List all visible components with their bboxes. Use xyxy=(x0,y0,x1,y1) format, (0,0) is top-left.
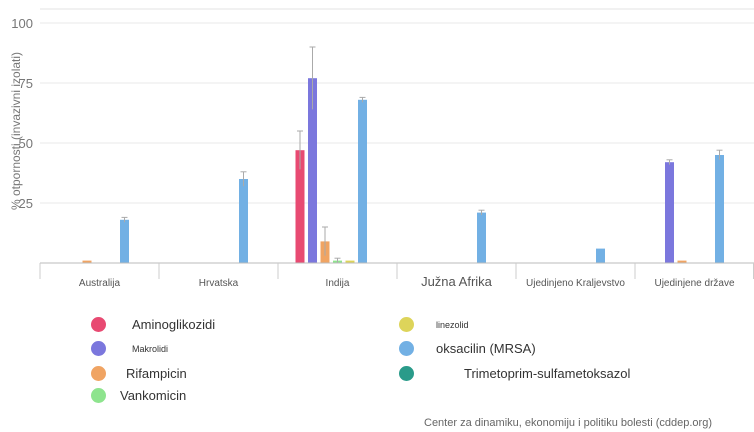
y-tick-label: 100 xyxy=(11,16,33,31)
bar-oksacilin-mrsa--1[interactable] xyxy=(239,179,248,263)
y-tick-label: 50 xyxy=(19,136,33,151)
x-tick-label: Ujedinjeno Kraljevstvo xyxy=(526,278,625,289)
legend-swatch xyxy=(91,317,106,332)
x-tick-label: Ujedinjene države xyxy=(654,278,734,289)
bar-oksacilin-mrsa--2[interactable] xyxy=(358,99,367,263)
legend-swatch xyxy=(399,341,414,356)
bar-rifampicin-5[interactable] xyxy=(677,260,687,263)
legend-item-vankomicin[interactable]: Vankomicin xyxy=(91,388,186,403)
legend-label: Aminoglikozidi xyxy=(132,317,216,332)
bar-makrolidi-2[interactable] xyxy=(308,78,317,263)
legend-label: oksacilin (MRSA) xyxy=(436,341,536,356)
legend-item-oksacilin[interactable]: oksacilin (MRSA) xyxy=(399,341,536,356)
bar-aminoglikozidi-2[interactable] xyxy=(295,150,305,263)
bar-oksacilin-mrsa--3[interactable] xyxy=(477,212,486,263)
legend-label: Vankomicin xyxy=(120,388,187,403)
legend-item-rifampicin[interactable]: Rifampicin xyxy=(91,366,187,381)
bar-oksacilin-mrsa--4[interactable] xyxy=(596,248,605,263)
y-axis-label: % otpornosti (invazivni izolati) xyxy=(9,52,23,210)
x-tick-label: Južna Afrika xyxy=(421,274,493,289)
x-axis: Australija Hrvatska Indija Južna Afrika Ujed… xyxy=(39,262,754,289)
legend-item-makrolidi[interactable]: Makrolidi xyxy=(91,341,168,356)
bar-makrolidi-5[interactable] xyxy=(665,162,674,263)
legend-item-trimetoprim[interactable]: Trimetoprim-sulfametoksazol xyxy=(399,366,630,381)
legend-swatch xyxy=(91,341,106,356)
bar-rifampicin-0[interactable] xyxy=(82,260,92,263)
x-tick-label: Indija xyxy=(326,278,350,289)
legend-swatch xyxy=(91,388,106,403)
legend-swatch xyxy=(399,366,414,381)
bar-oksacilin-mrsa--5[interactable] xyxy=(715,155,724,263)
legend-swatch xyxy=(399,317,414,332)
legend-label: linezolid xyxy=(436,319,469,330)
bar-linezolid-2[interactable] xyxy=(345,260,355,263)
source-credit: Center za dinamiku, ekonomiju i politiku… xyxy=(424,417,712,429)
bar-chart: 25 50 75 100 % otpornosti (invazivni izolat… xyxy=(9,8,754,289)
y-tick-label: 25 xyxy=(19,196,33,211)
x-tick-label: Australija xyxy=(79,278,121,289)
y-tick-labels: 25 50 75 100 xyxy=(11,16,33,211)
legend-swatch xyxy=(91,366,106,381)
y-tick-label: 75 xyxy=(19,76,33,91)
bar-oksacilin-mrsa--0[interactable] xyxy=(120,219,129,263)
bars xyxy=(82,46,724,263)
x-tick-label: Hrvatska xyxy=(199,278,239,289)
legend-item-aminoglikozidi[interactable]: Aminoglikozidi xyxy=(91,317,215,332)
legend-label: Rifampicin xyxy=(126,366,187,381)
legend-label: Trimetoprim-sulfametoksazol xyxy=(464,366,631,381)
gridlines xyxy=(40,8,754,204)
legend-item-linezolid[interactable]: linezolid xyxy=(399,317,469,332)
legend-label: Makrolidi xyxy=(132,343,169,354)
